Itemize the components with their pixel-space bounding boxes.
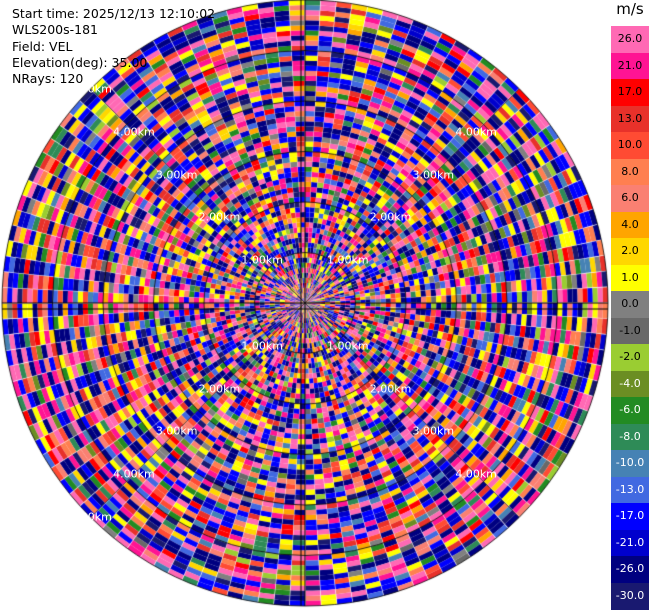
colorbar-tick-label: 26.0 xyxy=(617,32,643,45)
colorbar-tick-label: -6.0 xyxy=(619,403,641,416)
info-block: Start time: 2025/12/13 12:10:02 WLS200s-… xyxy=(12,6,215,87)
range-ring-label: 4.00km xyxy=(113,125,155,139)
colorbar-tick-label: 8.0 xyxy=(621,164,639,178)
range-ring-label: 1.00km xyxy=(326,253,369,267)
range-ring-label: 3.00km xyxy=(412,168,455,182)
colorbar-segment xyxy=(611,26,649,53)
colorbar-tick-label: -21.0 xyxy=(615,535,645,549)
colorbar-segment xyxy=(611,344,649,371)
range-ring-label: 2.00km xyxy=(369,382,412,396)
colorbar-tick-label: -26.0 xyxy=(615,562,645,575)
colorbar-segment xyxy=(611,397,649,424)
colorbar-segment xyxy=(611,105,649,133)
colorbar-segment xyxy=(611,582,649,610)
colorbar-tick-label: -1.0 xyxy=(619,323,641,337)
colorbar-tick-label: -4.0 xyxy=(619,376,641,390)
range-ring-label: 5.00km xyxy=(70,82,112,96)
radar-ppi-canvas xyxy=(0,0,610,610)
start-time-label: Start time: 2025/12/13 12:10:02 xyxy=(12,6,216,21)
range-ring-label: 1.00km xyxy=(241,253,284,267)
range-ring-label: 2.00km xyxy=(198,382,241,396)
range-ring-label: 2.00km xyxy=(369,210,412,224)
colorbar-tick-label: 2.0 xyxy=(621,244,639,257)
colorbar-segment xyxy=(611,503,649,530)
colorbar-tick-label: 21.0 xyxy=(617,58,643,72)
colorbar-tick-label: -10.0 xyxy=(615,456,645,469)
colorbar-tick-label: -2.0 xyxy=(619,350,641,363)
colorbar-segment xyxy=(611,370,649,398)
range-ring-label: 3.00km xyxy=(412,424,455,438)
colorbar-tick-label: 10.0 xyxy=(617,138,643,151)
colorbar-segment xyxy=(611,132,649,159)
range-ring-label: 1.00km xyxy=(326,339,369,353)
colorbar-tick-label: -30.0 xyxy=(615,588,645,602)
colorbar-segment xyxy=(611,423,649,451)
colorbar-segment xyxy=(611,291,649,318)
colorbar-segment xyxy=(611,450,649,477)
range-ring-label: 2.00km xyxy=(198,210,241,224)
colorbar-tick-label: 1.0 xyxy=(621,270,639,284)
colorbar-tick-label: 0.0 xyxy=(621,297,639,310)
colorbar-tick-label: 17.0 xyxy=(617,85,643,98)
range-ring-label: 3.00km xyxy=(155,168,198,182)
range-ring-label: 4.00km xyxy=(455,467,497,481)
range-ring-label: 1.00km xyxy=(241,339,284,353)
colorbar-tick-label: -13.0 xyxy=(615,482,645,496)
range-ring-label: 5.00km xyxy=(70,510,112,524)
range-ring-label: 3.00km xyxy=(155,424,198,438)
colorbar-tick-label: 13.0 xyxy=(617,111,643,125)
colorbar-segment xyxy=(611,52,649,80)
colorbar-segment xyxy=(611,476,649,504)
colorbar-segment xyxy=(611,529,649,557)
colorbar-tick-label: 6.0 xyxy=(621,191,639,204)
colorbar-tick-label: -17.0 xyxy=(615,509,645,522)
colorbar-segment xyxy=(611,317,649,345)
colorbar-segment xyxy=(611,185,649,212)
range-ring-label: 4.00km xyxy=(455,125,497,139)
field-label: Field: VEL xyxy=(12,38,73,54)
colorbar-segment xyxy=(611,556,649,583)
elevation-label: Elevation(deg): 35.00 xyxy=(12,54,148,70)
nrays-label: NRays: 120 xyxy=(12,71,84,87)
colorbar-unit: m/s xyxy=(616,0,644,18)
colorbar-segment xyxy=(611,211,649,239)
colorbar-tick-label: 4.0 xyxy=(621,217,639,231)
colorbar-segment xyxy=(611,158,649,186)
site-label: WLS200s-181 xyxy=(12,22,98,38)
range-ring-label: 4.00km xyxy=(113,467,155,481)
colorbar-tick-label: -8.0 xyxy=(619,429,641,443)
colorbar-segment xyxy=(611,238,649,265)
colorbar-segment xyxy=(611,79,649,106)
colorbar-segment xyxy=(611,264,649,292)
